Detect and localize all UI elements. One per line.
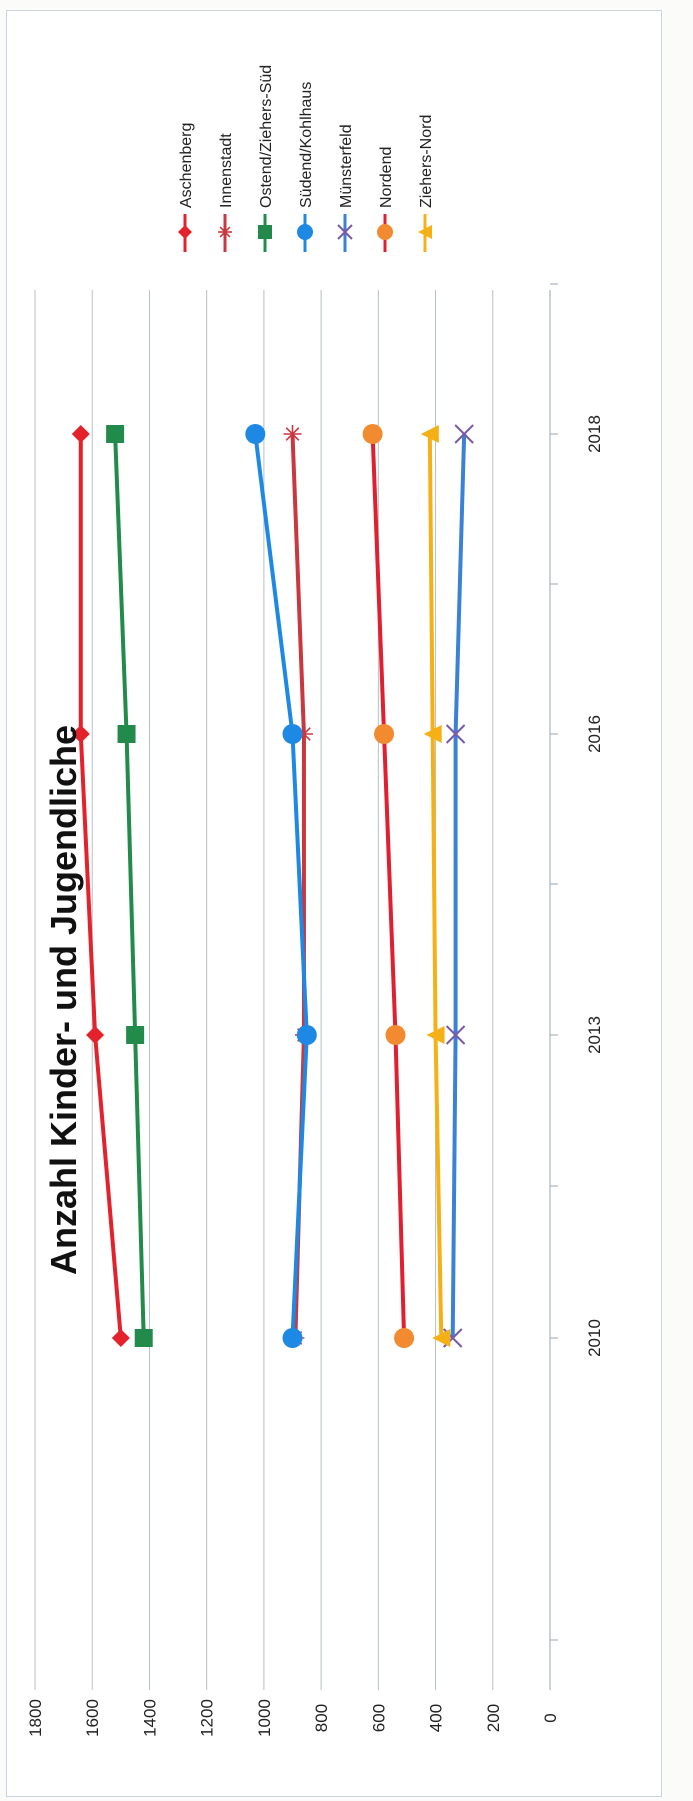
data-point-s-dend-kohlhaus-2016: [282, 724, 303, 744]
category-label-2010: 2010: [585, 1319, 604, 1357]
series-line-s-dend-kohlhaus: [253, 433, 309, 1339]
series-s-dend-kohlhaus: [245, 424, 317, 1348]
legend-label-aschenberg: Aschenberg: [178, 123, 195, 208]
data-point-ziehers-nord-2016: [423, 725, 442, 743]
marker-x-stroke: [445, 724, 466, 744]
value-tick-1200: 1200: [198, 1699, 217, 1737]
series-m-nsterfeld: [443, 424, 474, 1348]
legend-swatch-marker: [178, 225, 192, 239]
legend-item-s-dend-kohlhaus: Südend/Kohlhaus: [297, 82, 315, 252]
data-point-nordend-2018: [362, 424, 383, 444]
legend-item-aschenberg: Aschenberg: [178, 123, 195, 252]
data-point-nordend-2016: [374, 724, 395, 744]
legend: Aschenberg Innenstadt Ostend/Ziehers-Süd Sü…: [178, 65, 435, 252]
series-aschenberg: [71, 425, 130, 1347]
legend-label-s-dend-kohlhaus: Südend/Kohlhaus: [298, 82, 315, 208]
data-point-nordend-2013: [385, 1025, 406, 1045]
category-label-2016: 2016: [585, 715, 604, 753]
data-point-ziehers-nord-2018: [420, 425, 439, 443]
series-nordend: [362, 424, 415, 1348]
data-point-ostend-ziehers-s-d-2013: [126, 1026, 145, 1044]
chart-title: Anzahl Kinder- und Jugendliche: [43, 725, 84, 1275]
marker-x-stroke: [445, 1025, 466, 1045]
legend-label-nordend: Nordend: [378, 147, 395, 208]
data-point-m-nsterfeld-2016: [445, 724, 466, 744]
value-tick-200: 200: [484, 1704, 503, 1732]
legend-swatch-marker: [377, 224, 393, 240]
legend-swatch-marker: [258, 225, 272, 239]
value-tick-400: 400: [427, 1704, 446, 1732]
chart-frame: [6, 10, 662, 1797]
value-tick-1000: 1000: [255, 1699, 274, 1737]
legend-label-innenstadt: Innenstadt: [218, 133, 235, 208]
data-point-aschenberg-2010: [111, 1329, 130, 1347]
marker-asterisk-stroke: [285, 427, 300, 441]
data-point-aschenberg-2018: [71, 425, 90, 443]
data-point-aschenberg-2016: [71, 725, 90, 743]
series-ziehers-nord: [420, 425, 451, 1347]
legend-swatch-marker: [218, 225, 232, 239]
category-label-2013: 2013: [585, 1016, 604, 1054]
category-label-2018: 2018: [585, 415, 604, 453]
value-tick-600: 600: [369, 1704, 388, 1732]
legend-label-m-nsterfeld: Münsterfeld: [338, 124, 355, 208]
series-line-m-nsterfeld: [450, 433, 467, 1339]
data-point-s-dend-kohlhaus-2018: [245, 424, 266, 444]
tick-labels: 0 200 400 600 800 1000 1200 1400 1600 1800 2010 201…: [26, 415, 604, 1737]
data-point-ziehers-nord-2013: [426, 1026, 445, 1044]
series-line-ziehers-nord: [427, 433, 444, 1339]
series-line-ostend-ziehers-s-d: [113, 433, 146, 1339]
legend-item-innenstadt: Innenstadt: [218, 133, 235, 252]
marker-x-stroke: [337, 224, 353, 240]
data-point-ostend-ziehers-s-d-2016: [117, 725, 136, 743]
legend-label-ziehers-nord: Ziehers-Nord: [418, 115, 435, 208]
data-point-m-nsterfeld-2018: [454, 424, 474, 444]
legend-swatch-marker: [418, 225, 432, 239]
marker-asterisk-stroke: [219, 226, 231, 238]
legend-item-nordend: Nordend: [377, 147, 395, 252]
legend-swatch-marker: [337, 224, 353, 240]
marker-x-stroke: [454, 424, 474, 444]
data-point-ostend-ziehers-s-d-2010: [134, 1329, 153, 1347]
legend-swatch-marker: [297, 224, 313, 240]
data-point-ziehers-nord-2010: [432, 1329, 451, 1347]
value-tick-800: 800: [312, 1704, 331, 1732]
value-tick-0: 0: [541, 1713, 560, 1722]
legend-item-ostend-ziehers-s-d: Ostend/Ziehers-Süd: [258, 65, 275, 252]
legend-label-ostend-ziehers-s-d: Ostend/Ziehers-Süd: [258, 65, 275, 208]
legend-item-ziehers-nord: Ziehers-Nord: [418, 115, 435, 252]
legend-item-m-nsterfeld: Münsterfeld: [337, 124, 355, 252]
data-point-s-dend-kohlhaus-2010: [282, 1328, 303, 1348]
series-line-aschenberg: [78, 434, 123, 1339]
series-ostend-ziehers-s-d: [106, 425, 153, 1347]
data-point-m-nsterfeld-2013: [445, 1025, 466, 1045]
series-group: [71, 424, 474, 1348]
data-point-nordend-2010: [394, 1328, 415, 1348]
series-line-nordend: [370, 433, 407, 1339]
data-point-aschenberg-2013: [86, 1026, 105, 1044]
data-point-ostend-ziehers-s-d-2018: [106, 425, 125, 443]
data-point-innenstadt-2018: [283, 425, 302, 443]
value-tick-1400: 1400: [140, 1699, 159, 1737]
data-point-s-dend-kohlhaus-2013: [296, 1025, 317, 1045]
value-tick-1600: 1600: [83, 1699, 102, 1737]
value-tick-1800: 1800: [26, 1699, 45, 1737]
